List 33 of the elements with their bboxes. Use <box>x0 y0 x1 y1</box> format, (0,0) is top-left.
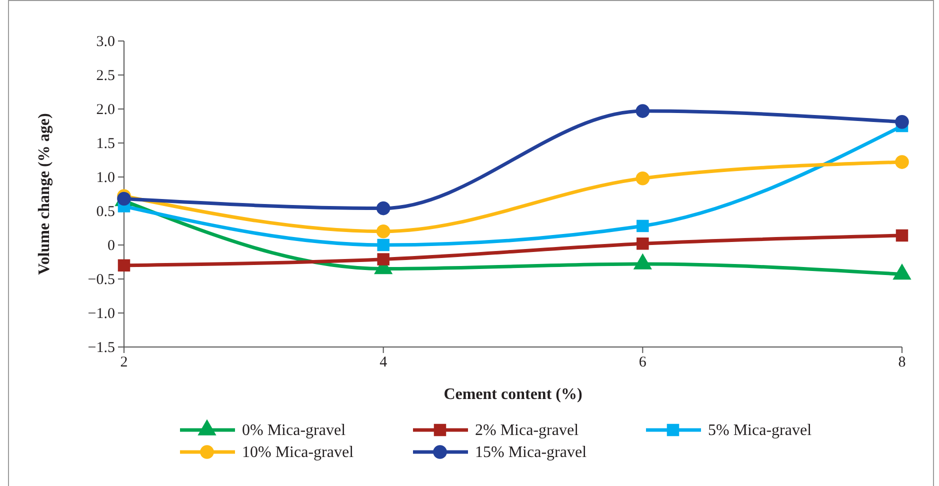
y-tick-label: −0.5 <box>88 272 115 288</box>
point <box>118 259 130 272</box>
x-tick-label: 2 <box>120 354 128 371</box>
x-tick-label: 6 <box>638 354 647 371</box>
y-tick-label: −1.0 <box>88 306 115 322</box>
point <box>376 201 390 216</box>
legend-label: 0% Mica-gravel <box>242 422 346 439</box>
legend-label: 15% Mica-gravel <box>475 444 588 461</box>
point <box>377 253 390 266</box>
x-axis-title: Cement content (%) <box>444 386 582 403</box>
point <box>376 224 390 238</box>
y-tick-label: 0 <box>108 238 115 254</box>
point <box>377 238 390 252</box>
legend-label: 10% Mica-gravel <box>242 444 354 461</box>
y-tick-label: 2.5 <box>96 68 115 84</box>
legend-label: 2% Mica-gravel <box>475 422 580 439</box>
point <box>636 238 649 250</box>
point <box>636 171 650 186</box>
y-tick-label: 3.0 <box>96 34 115 50</box>
y-tick-label: 2.0 <box>96 102 115 118</box>
point <box>636 220 649 232</box>
y-axis-title: Volume change (% age) <box>36 113 53 275</box>
y-tick-label: 1.5 <box>96 136 115 152</box>
point <box>895 155 909 169</box>
y-tick-label: 1.0 <box>96 170 115 186</box>
y-tick-label: 0.5 <box>96 204 115 220</box>
legend-label: 5% Mica-gravel <box>708 422 812 439</box>
y-tick-label: −1.5 <box>88 340 115 356</box>
x-tick-label: 8 <box>898 354 906 371</box>
point <box>896 229 908 242</box>
point <box>895 115 909 129</box>
point <box>636 104 650 118</box>
x-tick-label: 4 <box>380 354 388 371</box>
